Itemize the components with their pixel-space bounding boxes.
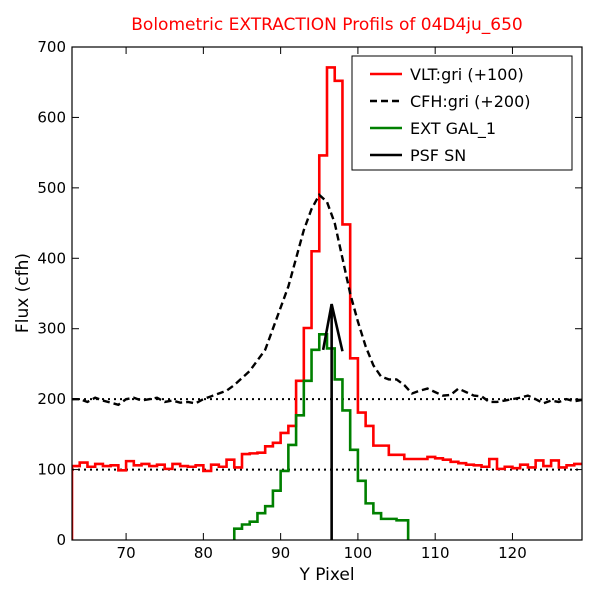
series-line-1 — [72, 192, 582, 407]
y-tick-label: 700 — [37, 38, 66, 56]
legend-label-ext: EXT GAL_1 — [410, 119, 496, 139]
x-tick-label: 120 — [498, 544, 527, 562]
x-axis-label: Y Pixel — [298, 565, 354, 585]
series-line-3 — [321, 303, 344, 352]
y-tick-label: 300 — [37, 320, 66, 338]
y-tick-label: 500 — [37, 179, 66, 197]
plot-frame — [71, 46, 583, 541]
y-tick-label: 100 — [37, 461, 66, 479]
series-group — [72, 66, 582, 540]
legend: VLT:gri (+100) CFH:gri (+200) EXT GAL_1 … — [351, 55, 573, 171]
reference-lines — [72, 398, 582, 471]
chart-title: Bolometric EXTRACTION Profils of 04D4ju_… — [131, 15, 522, 35]
legend-label-cfh: CFH:gri (+200) — [410, 92, 531, 111]
ticks: 70 80 90 100 110 120 0 100 200 300 400 500 600 700 — [37, 38, 582, 562]
legend-label-vlt: VLT:gri (+100) — [410, 65, 524, 84]
legend-label-psf: PSF SN — [410, 146, 466, 165]
x-tick-label: 80 — [194, 544, 213, 562]
x-tick-label: 70 — [117, 544, 136, 562]
y-tick-label: 200 — [37, 390, 66, 408]
series-line-0 — [72, 66, 582, 540]
x-tick-label: 90 — [271, 544, 290, 562]
y-tick-label: 0 — [56, 531, 66, 549]
y-tick-label: 400 — [37, 249, 66, 267]
x-tick-label: 110 — [421, 544, 450, 562]
series-line-2 — [232, 333, 410, 540]
y-tick-label: 600 — [37, 108, 66, 126]
x-tick-label: 100 — [344, 544, 373, 562]
y-axis-label: Flux (cfh) — [13, 253, 33, 333]
